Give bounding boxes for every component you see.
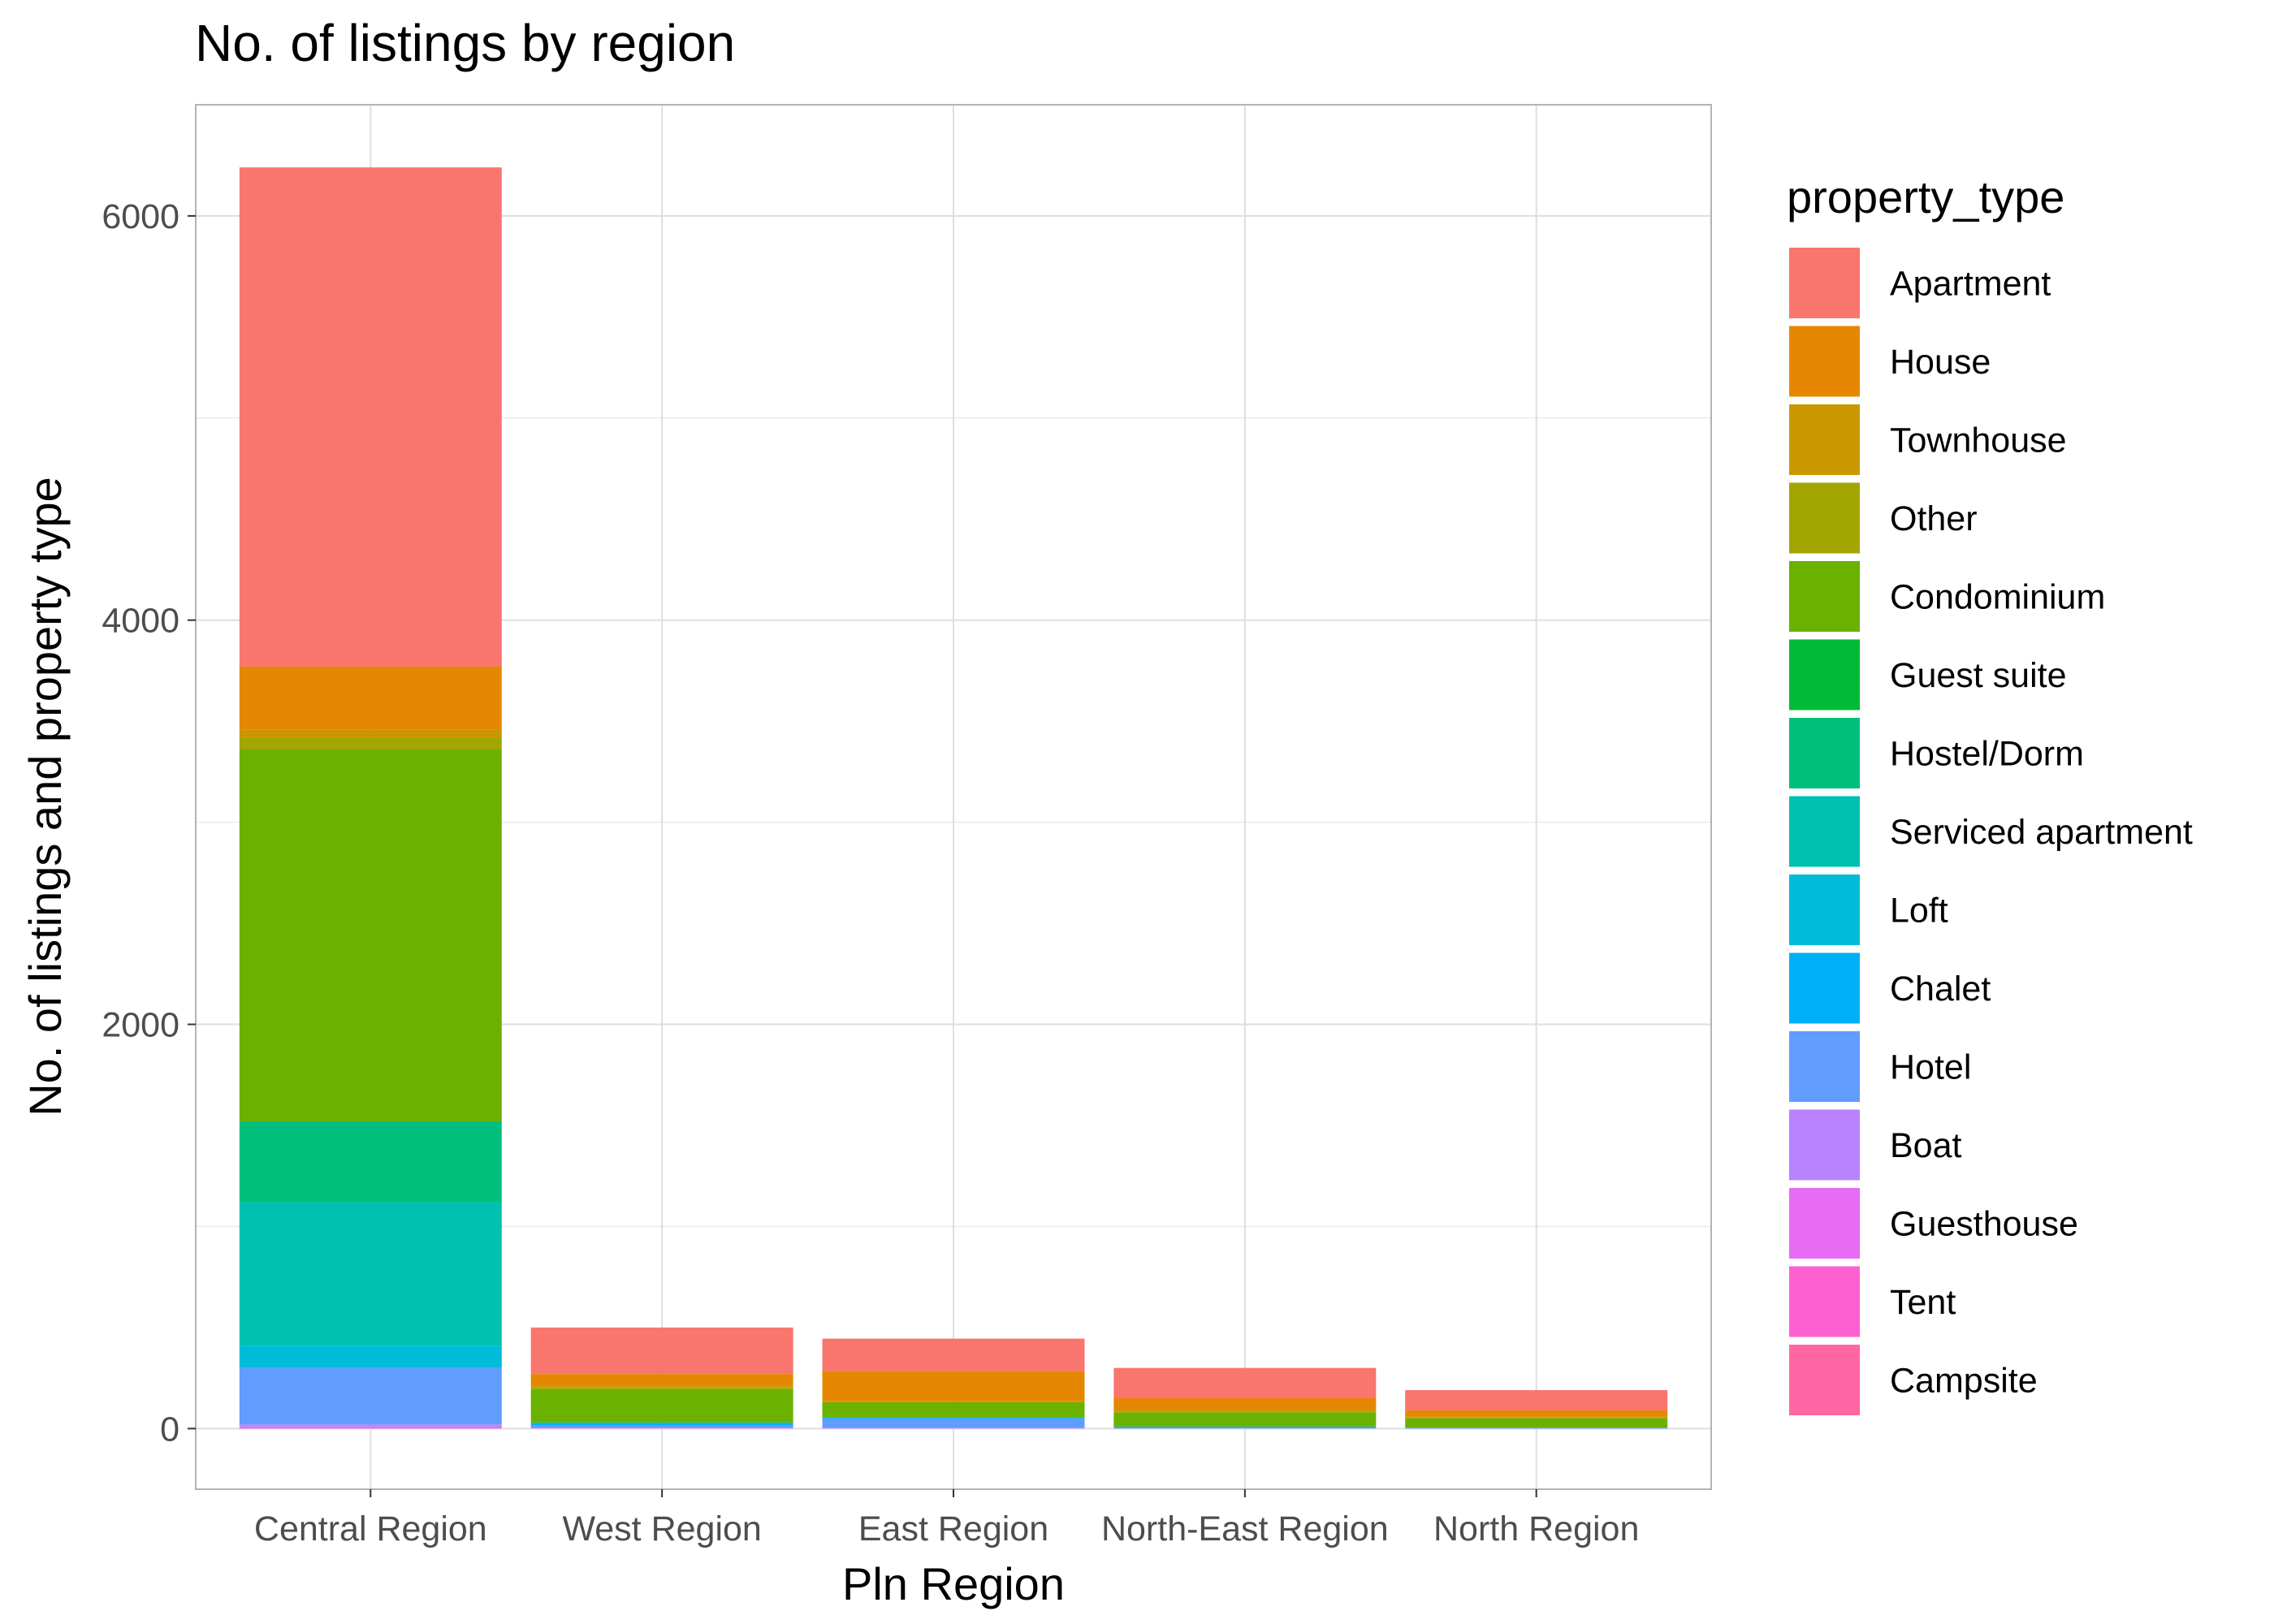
legend-key xyxy=(1789,796,1860,867)
bar-segment xyxy=(1405,1390,1668,1410)
legend-label: Boat xyxy=(1890,1126,1962,1165)
legend-key xyxy=(1789,404,1860,475)
bar-segment xyxy=(822,1371,1085,1402)
legend-key xyxy=(1789,875,1860,945)
legend-title: property_type xyxy=(1787,171,2064,222)
bar-segment xyxy=(530,1423,793,1426)
bar-segment xyxy=(530,1425,793,1428)
y-tick-label: 6000 xyxy=(102,197,179,236)
bar-segment xyxy=(1113,1367,1377,1398)
bar-segment xyxy=(530,1386,793,1388)
y-axis-label: No. of listings and property type xyxy=(19,477,71,1116)
bar-segment xyxy=(239,749,502,1121)
legend-key xyxy=(1789,639,1860,710)
legend-label: Hotel xyxy=(1890,1048,1971,1087)
bar-segment xyxy=(1113,1427,1377,1429)
bar-segment xyxy=(1405,1416,1668,1418)
bar-segment xyxy=(239,666,502,730)
legend-key xyxy=(1789,1188,1860,1259)
legend-key xyxy=(1789,482,1860,554)
bar-segment xyxy=(530,1389,793,1423)
legend-key xyxy=(1789,561,1860,632)
y-tick-label: 0 xyxy=(160,1410,179,1449)
x-tick-label: North Region xyxy=(1433,1510,1639,1548)
legend: property_type Apartment House Townhouse Oth… xyxy=(1787,171,2193,1415)
x-axis: Central Region West Region East Region Nort… xyxy=(254,1489,1639,1548)
bar-segment xyxy=(1113,1410,1377,1412)
bar-segment xyxy=(239,1367,502,1425)
bar-segment xyxy=(1405,1418,1668,1428)
bar-segment xyxy=(1113,1411,1377,1413)
x-axis-label: Pln Region xyxy=(842,1558,1065,1609)
legend-label: Serviced apartment xyxy=(1890,813,2193,852)
bar-segment xyxy=(239,729,502,738)
y-tick-label: 2000 xyxy=(102,1006,179,1045)
legend-label: Hostel/Dorm xyxy=(1890,735,2084,774)
bar-segment xyxy=(822,1417,1085,1419)
bar-segment xyxy=(239,1426,502,1429)
bar-segment xyxy=(239,167,502,667)
legend-key xyxy=(1789,248,1860,318)
bar-segment xyxy=(1405,1417,1668,1419)
legend-label: House xyxy=(1890,343,1991,382)
legend-label: Townhouse xyxy=(1890,421,2067,460)
bar-segment xyxy=(1113,1397,1377,1410)
bar-segment xyxy=(530,1427,793,1429)
chart-title: No. of listings by region xyxy=(195,14,735,72)
legend-key xyxy=(1789,1266,1860,1337)
bar-segment xyxy=(822,1402,1085,1418)
bar-segment xyxy=(239,1424,502,1427)
y-tick-label: 4000 xyxy=(102,602,179,641)
x-tick-label: Central Region xyxy=(254,1510,487,1548)
y-axis: 0 2000 4000 6000 xyxy=(102,197,196,1449)
bar-segment xyxy=(239,1121,502,1203)
bars xyxy=(239,167,1668,1429)
bar-segment xyxy=(530,1387,793,1389)
legend-key xyxy=(1789,326,1860,397)
legend-label: Tent xyxy=(1890,1283,1956,1322)
bar-segment xyxy=(822,1418,1085,1428)
legend-label: Guesthouse xyxy=(1890,1205,2078,1244)
legend-key xyxy=(1789,1031,1860,1102)
legend-key xyxy=(1789,718,1860,788)
legend-label: Campsite xyxy=(1890,1362,2038,1401)
bar-segment xyxy=(822,1427,1085,1429)
x-tick-label: West Region xyxy=(562,1510,761,1548)
bar-segment xyxy=(530,1374,793,1387)
legend-label: Guest suite xyxy=(1890,656,2067,695)
legend-label: Other xyxy=(1890,499,1978,538)
bar-segment xyxy=(530,1327,793,1375)
x-tick-label: North-East Region xyxy=(1101,1510,1389,1548)
bar-segment xyxy=(239,737,502,750)
bar-segment xyxy=(822,1338,1085,1371)
x-tick-label: East Region xyxy=(858,1510,1048,1548)
legend-label: Apartment xyxy=(1890,265,2051,304)
legend-key xyxy=(1789,1345,1860,1415)
legend-key xyxy=(1789,1109,1860,1181)
bar-segment xyxy=(1405,1410,1668,1417)
legend-label: Condominium xyxy=(1890,578,2105,617)
bar-segment xyxy=(239,1345,502,1368)
legend-label: Loft xyxy=(1890,892,1948,931)
bar-segment xyxy=(1405,1427,1668,1429)
bar-segment xyxy=(1113,1412,1377,1427)
bar-segment xyxy=(239,1202,502,1346)
legend-label: Chalet xyxy=(1890,970,1991,1009)
legend-key xyxy=(1789,952,1860,1024)
